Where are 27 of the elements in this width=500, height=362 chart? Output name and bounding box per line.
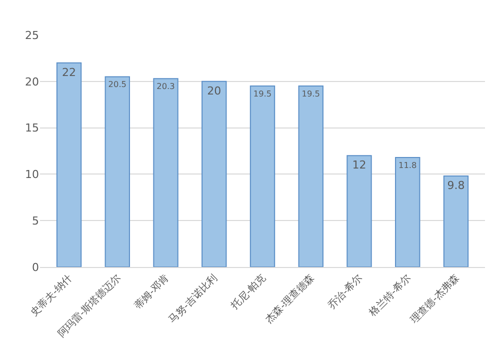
data-label: 22 xyxy=(62,66,76,79)
bar xyxy=(443,176,469,267)
data-label: 11.8 xyxy=(398,160,417,170)
data-label: 20.3 xyxy=(156,81,175,92)
bar xyxy=(250,86,276,267)
bar xyxy=(298,86,324,267)
data-label: 19.5 xyxy=(253,88,272,98)
y-tick-label: 25 xyxy=(25,28,39,42)
x-tick-label: 托尼-帕克 xyxy=(228,272,268,312)
bar xyxy=(395,157,420,267)
bar xyxy=(202,80,227,267)
x-tick-label: 蒂姆-邓肯 xyxy=(132,272,172,312)
bar xyxy=(104,76,130,267)
y-tick-label: 0 xyxy=(32,260,39,274)
data-label: 20.5 xyxy=(108,79,126,90)
data-label: 20 xyxy=(207,84,222,98)
x-tick-label: 乔治-希尔 xyxy=(326,272,365,312)
data-label: 12 xyxy=(352,158,366,172)
y-tick-label: 15 xyxy=(25,122,39,135)
data-label: 19.5 xyxy=(302,88,320,98)
y-tick-label: 10 xyxy=(25,168,39,182)
bar xyxy=(56,62,82,267)
y-tick-label: 20 xyxy=(25,75,39,88)
bar xyxy=(346,155,372,267)
y-tick-label: 5 xyxy=(32,214,39,228)
data-label: 9.8 xyxy=(447,179,465,192)
bar xyxy=(153,78,178,267)
